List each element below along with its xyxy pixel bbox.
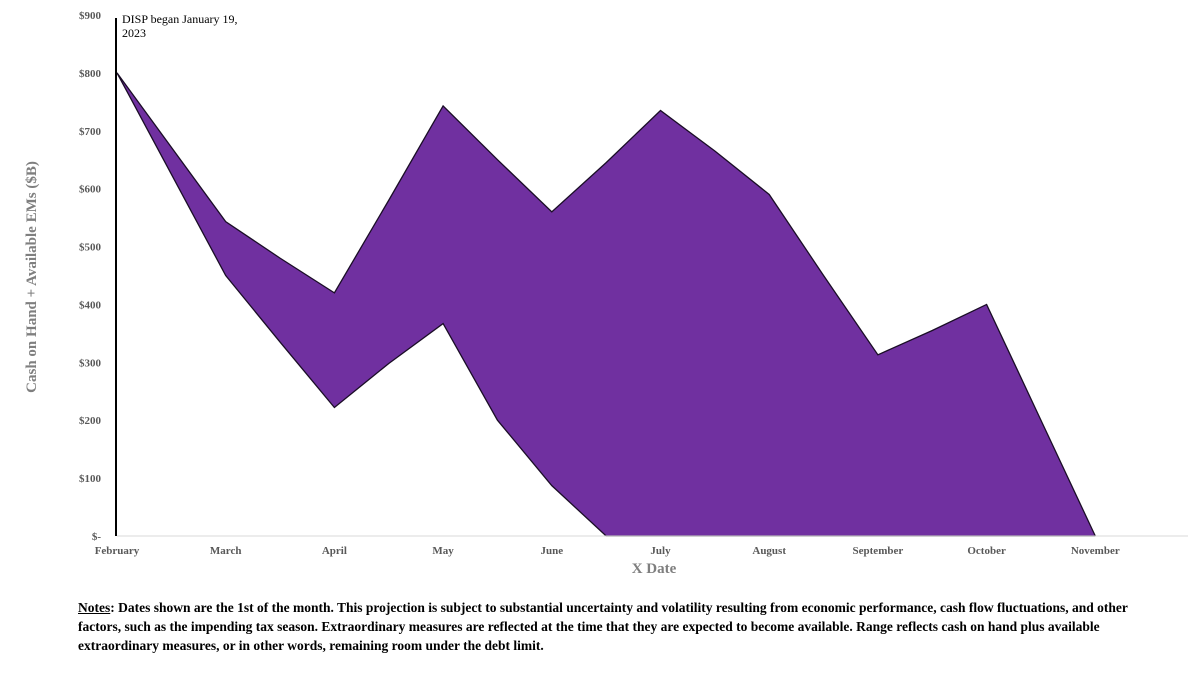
upper-bound-line — [116, 72, 1096, 537]
plot-area — [115, 18, 1188, 537]
y-tick-label: $600 — [79, 184, 102, 196]
notes-body: : Dates shown are the 1st of the month. … — [78, 600, 1128, 653]
annotation-text: DISP began January 19, — [122, 12, 238, 26]
notes-text: Notes: Dates shown are the 1st of the mo… — [78, 598, 1138, 655]
x-tick-label: August — [752, 545, 786, 557]
x-tick-label: May — [432, 545, 454, 557]
x-tick-label: July — [650, 545, 671, 557]
y-tick-label: $400 — [79, 299, 102, 311]
y-tick-label: $100 — [79, 473, 102, 485]
y-tick-label: $200 — [79, 415, 102, 427]
area-chart: $- $100 $200 $300 $400 $500 $600 $700 $800 $900 F… — [24, 10, 1188, 577]
x-tick-label: October — [967, 545, 1006, 557]
x-axis-ticks: February March April May June July August Septe… — [95, 545, 1120, 557]
disp-annotation: DISP began January 19,2023 — [122, 12, 238, 40]
range-area — [117, 72, 1096, 536]
y-tick-label: $300 — [79, 357, 102, 369]
x-tick-label: February — [95, 545, 140, 557]
notes-label: Notes — [78, 600, 111, 615]
y-tick-label: $900 — [79, 10, 102, 22]
x-tick-label: November — [1071, 545, 1120, 557]
x-tick-label: March — [210, 545, 242, 557]
x-axis-title: X Date — [632, 561, 677, 577]
y-axis-ticks: $- $100 $200 $300 $400 $500 $600 $700 $800 $900 — [79, 10, 102, 543]
y-tick-label: $500 — [79, 242, 102, 254]
y-axis-title: Cash on Hand + Available EMs ($B) — [24, 161, 40, 393]
x-tick-label: September — [853, 545, 904, 557]
x-tick-label: June — [540, 545, 563, 557]
y-tick-label: $800 — [79, 68, 102, 80]
y-tick-label: $700 — [79, 126, 102, 138]
x-tick-label: April — [322, 545, 347, 557]
annotation-text: 2023 — [122, 26, 146, 40]
y-tick-label: $- — [92, 531, 102, 543]
